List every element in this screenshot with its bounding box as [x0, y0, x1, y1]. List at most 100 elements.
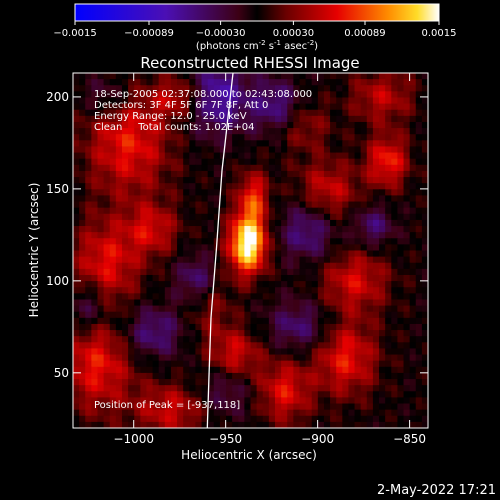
- heatmap-cell: [293, 121, 301, 129]
- heatmap-cell: [360, 244, 368, 252]
- heatmap-cell: [262, 360, 270, 368]
- heatmap-cell: [201, 409, 209, 417]
- heatmap-cell: [152, 170, 160, 178]
- heatmap-cell: [268, 177, 276, 184]
- heatmap-cell: [354, 128, 362, 135]
- heatmap-cell: [226, 342, 233, 350]
- heatmap-cell: [146, 128, 154, 135]
- heatmap-cell: [293, 189, 301, 197]
- heatmap-cell: [134, 354, 141, 362]
- heatmap-cell: [250, 274, 258, 282]
- heatmap-cell: [330, 183, 337, 190]
- heatmap-cell: [256, 152, 264, 160]
- heatmap-cell: [391, 232, 398, 239]
- heatmap-cell: [164, 109, 172, 117]
- heatmap-cell: [354, 97, 362, 105]
- heatmap-cell: [189, 177, 197, 184]
- heatmap-cell: [219, 379, 227, 386]
- heatmap-cell: [391, 195, 398, 203]
- heatmap-cell: [379, 91, 386, 99]
- heatmap-cell: [330, 409, 337, 417]
- heatmap-cell: [79, 79, 86, 86]
- heatmap-cell: [238, 164, 245, 172]
- heatmap-cell: [238, 121, 245, 129]
- heatmap-cell: [330, 238, 337, 245]
- heatmap-cell: [323, 177, 331, 184]
- heatmap-cell: [287, 219, 294, 227]
- heatmap-cell: [158, 226, 166, 233]
- heatmap-cell: [164, 244, 172, 252]
- heatmap-cell: [287, 305, 294, 313]
- heatmap-cell: [336, 348, 343, 356]
- heatmap-cell: [262, 372, 270, 380]
- heatmap-cell: [305, 403, 313, 411]
- heatmap-cell: [103, 348, 111, 356]
- heatmap-cell: [183, 164, 190, 172]
- heatmap-cell: [195, 91, 203, 99]
- heatmap-cell: [140, 421, 148, 428]
- heatmap-cell: [366, 415, 374, 423]
- heatmap-cell: [250, 121, 258, 129]
- heatmap-cell: [121, 323, 129, 331]
- heatmap-cell: [354, 115, 362, 123]
- heatmap-cell: [317, 213, 325, 221]
- heatmap-cell: [250, 293, 258, 301]
- heatmap-cell: [391, 103, 398, 111]
- heatmap-cell: [73, 415, 80, 423]
- heatmap-cell: [256, 281, 264, 288]
- heatmap-cell: [323, 323, 331, 331]
- timestamp: 2-May-2022 17:21: [377, 483, 496, 498]
- heatmap-cell: [189, 409, 197, 417]
- heatmap-cell: [250, 183, 258, 190]
- heatmap-cell: [385, 103, 392, 111]
- heatmap-cell: [177, 330, 184, 337]
- heatmap-cell: [177, 262, 184, 270]
- heatmap-cell: [91, 164, 99, 172]
- heatmap-cell: [189, 348, 197, 356]
- heatmap-cell: [213, 379, 221, 386]
- heatmap-cell: [152, 115, 160, 123]
- heatmap-cell: [274, 299, 282, 307]
- heatmap-cell: [336, 183, 343, 190]
- heatmap-cell: [85, 336, 92, 343]
- heatmap-cell: [219, 268, 227, 276]
- heatmap-cell: [348, 366, 356, 374]
- heatmap-cell: [281, 305, 288, 313]
- heatmap-cell: [305, 152, 313, 160]
- heatmap-cell: [213, 170, 221, 178]
- heatmap-cell: [403, 336, 411, 343]
- heatmap-cell: [379, 73, 386, 80]
- heatmap-cell: [336, 201, 343, 209]
- heatmap-cell: [115, 366, 123, 374]
- heatmap-cell: [391, 140, 398, 148]
- heatmap-cell: [366, 403, 374, 411]
- heatmap-cell: [421, 170, 428, 178]
- heatmap-cell: [372, 293, 380, 301]
- heatmap-cell: [348, 183, 356, 190]
- heatmap-cell: [170, 128, 178, 135]
- heatmap-cell: [409, 232, 417, 239]
- heatmap-cell: [79, 317, 86, 325]
- heatmap-cell: [238, 385, 245, 392]
- heatmap-cell: [287, 391, 294, 398]
- heatmap-cell: [391, 311, 398, 319]
- heatmap-cell: [158, 323, 166, 331]
- heatmap-cell: [158, 85, 166, 92]
- heatmap-cell: [146, 421, 154, 428]
- heatmap-cell: [293, 213, 301, 221]
- heatmap-cell: [397, 134, 405, 141]
- heatmap-cell: [183, 366, 190, 374]
- heatmap-cell: [152, 299, 160, 307]
- heatmap-cell: [213, 177, 221, 184]
- heatmap-cell: [274, 109, 282, 117]
- heatmap-cell: [73, 348, 80, 356]
- heatmap-cell: [121, 232, 129, 239]
- heatmap-cell: [348, 342, 356, 350]
- heatmap-cell: [103, 256, 111, 264]
- heatmap-cell: [262, 397, 270, 405]
- heatmap-cell: [250, 379, 258, 386]
- heatmap-cell: [213, 207, 221, 215]
- heatmap-cell: [219, 250, 227, 258]
- heatmap-cell: [115, 391, 123, 398]
- heatmap-cell: [336, 293, 343, 301]
